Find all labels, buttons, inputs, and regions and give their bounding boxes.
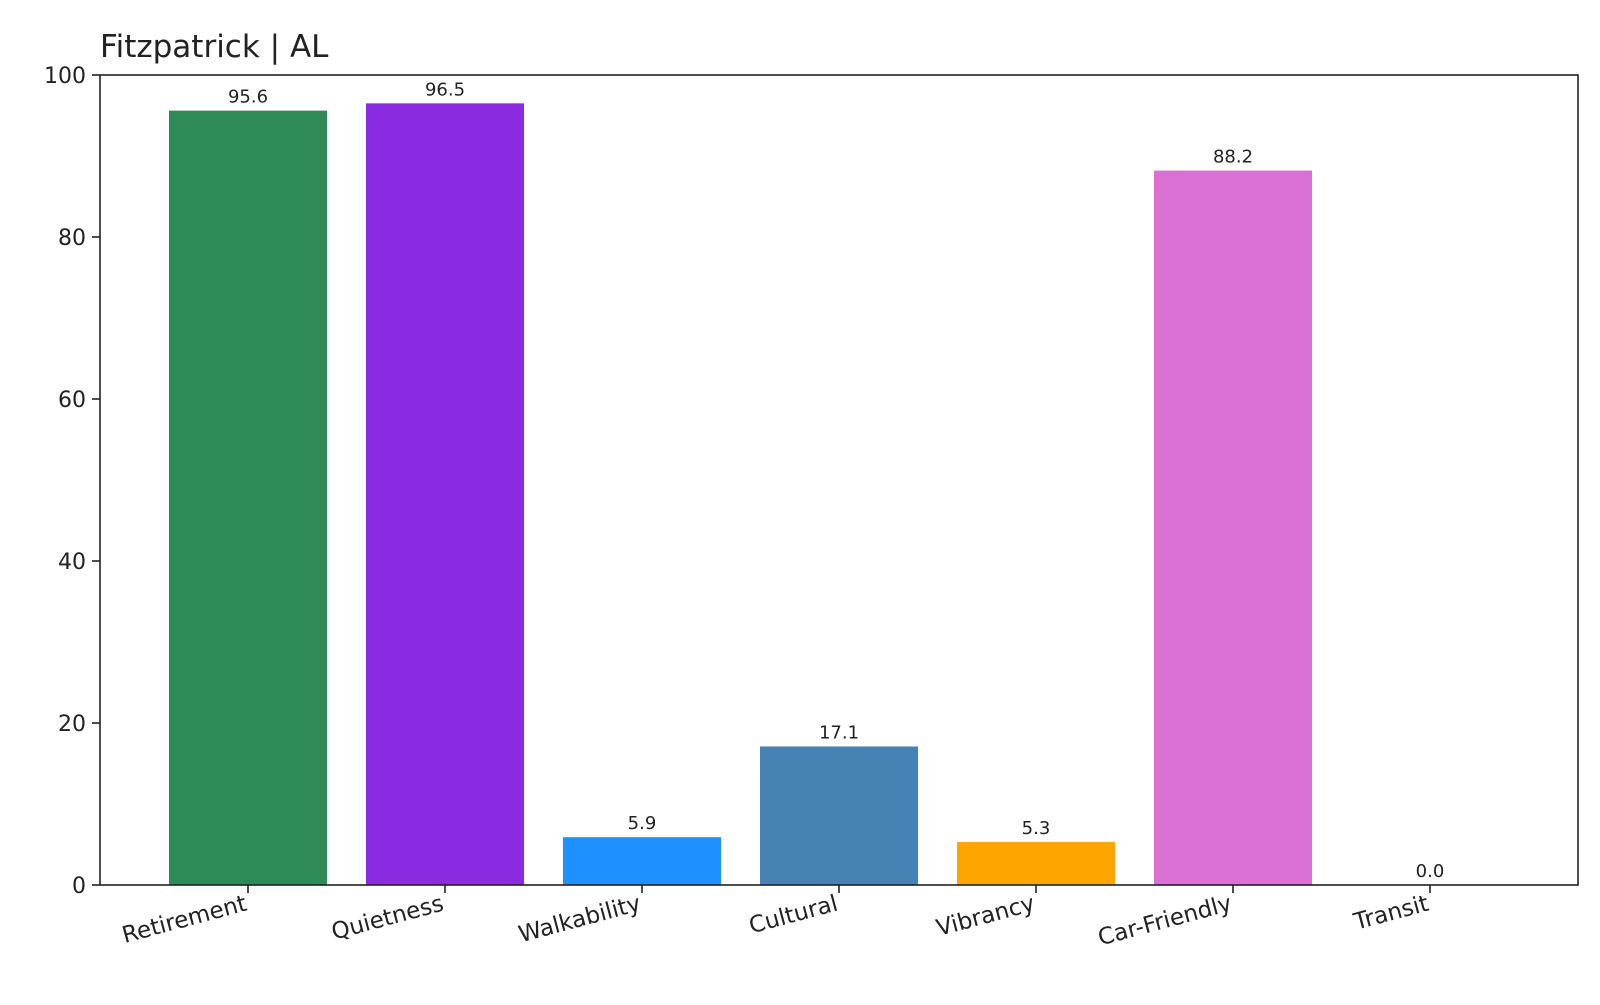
- x-tick-label: Car-Friendly: [1095, 891, 1234, 952]
- x-tick-label: Walkability: [516, 891, 644, 949]
- y-axis: 0 20 40 60 80 100: [44, 64, 100, 899]
- y-tick-label: 0: [72, 874, 86, 899]
- data-label: 0.0: [1416, 861, 1445, 882]
- data-label: 95.6: [228, 87, 268, 108]
- bar-walkability: [563, 837, 721, 885]
- y-tick-label: 60: [58, 388, 86, 413]
- x-tick-label: Quietness: [329, 891, 447, 946]
- x-axis: Retirement Quietness Walkability Cultural Vi…: [119, 885, 1432, 952]
- data-label: 5.3: [1022, 818, 1051, 839]
- x-tick-label: Retirement: [119, 891, 249, 949]
- y-tick-label: 80: [58, 226, 86, 251]
- bar-cultural: [760, 746, 918, 885]
- data-label: 88.2: [1213, 147, 1253, 168]
- data-label: 5.9: [628, 813, 657, 834]
- data-label: 17.1: [819, 722, 859, 743]
- bars-group: [169, 103, 1312, 886]
- bar-quietness: [366, 103, 524, 886]
- y-tick-label: 40: [58, 550, 86, 575]
- data-labels-group: 95.6 96.5 5.9 17.1 5.3 88.2 0.0: [228, 79, 1444, 882]
- y-tick-label: 20: [58, 712, 86, 737]
- bar-car-friendly: [1154, 170, 1312, 885]
- x-tick-label: Vibrancy: [934, 891, 1038, 942]
- x-tick-label: Cultural: [746, 891, 840, 940]
- x-tick-label: Transit: [1350, 891, 1431, 936]
- y-tick-label: 100: [44, 64, 86, 89]
- bar-retirement: [169, 110, 327, 885]
- chart-title: Fitzpatrick | AL: [100, 29, 329, 65]
- bar-vibrancy: [957, 842, 1115, 885]
- data-label: 96.5: [425, 79, 465, 100]
